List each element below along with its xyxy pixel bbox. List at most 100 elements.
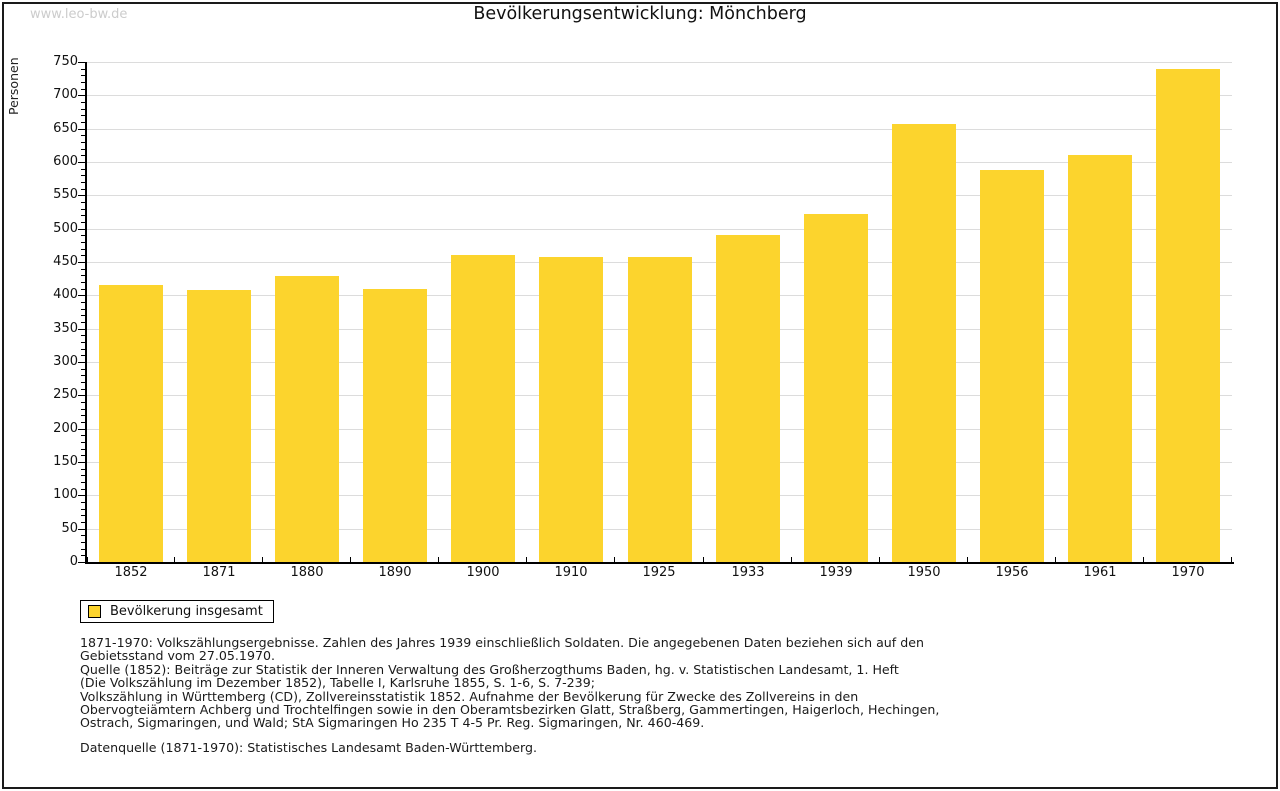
y-major-tick [78, 295, 85, 296]
x-axis-line [85, 562, 1234, 564]
plot-area [78, 62, 1234, 564]
y-major-tick [78, 562, 85, 563]
y-axis-label: 550 [53, 187, 78, 202]
y-major-tick [78, 195, 85, 196]
y-axis-label: 150 [53, 454, 78, 469]
y-major-tick [78, 95, 85, 96]
y-minor-tick [81, 109, 85, 110]
x-tick [438, 557, 439, 562]
y-axis-title: Personen [6, 57, 21, 115]
y-axis-label: 300 [53, 354, 78, 369]
y-minor-tick [81, 235, 85, 236]
y-major-tick [78, 529, 85, 530]
y-minor-tick [81, 415, 85, 416]
y-minor-tick [81, 275, 85, 276]
bar [628, 257, 692, 562]
y-minor-tick [81, 409, 85, 410]
y-minor-tick [81, 289, 85, 290]
y-minor-tick [81, 242, 85, 243]
y-minor-tick [81, 122, 85, 123]
x-axis-label: 1852 [114, 565, 148, 580]
y-major-tick [78, 129, 85, 130]
y-axis-label: 250 [53, 387, 78, 402]
x-tick [1055, 557, 1056, 562]
bar [716, 235, 780, 562]
y-minor-tick [81, 489, 85, 490]
y-minor-tick [81, 315, 85, 316]
y-minor-tick [81, 555, 85, 556]
y-minor-tick [81, 222, 85, 223]
x-axis-label: 1900 [466, 565, 500, 580]
y-minor-tick [81, 135, 85, 136]
x-axis-label: 1880 [290, 565, 324, 580]
grid-line [87, 229, 1232, 230]
x-tick [879, 557, 880, 562]
footer-datenquelle: Datenquelle (1871-1970): Statistisches L… [80, 740, 537, 755]
y-minor-tick [81, 102, 85, 103]
x-axis-label: 1933 [731, 565, 765, 580]
legend: Bevölkerung insgesamt [80, 600, 274, 623]
y-minor-tick [81, 342, 85, 343]
y-minor-tick [81, 215, 85, 216]
y-axis-line [85, 62, 87, 564]
y-major-tick [78, 462, 85, 463]
x-tick [1231, 557, 1232, 562]
grid-line [87, 162, 1232, 163]
footer-notes: 1871-1970: Volkszählungsergebnisse. Zahl… [80, 635, 940, 731]
y-minor-tick [81, 442, 85, 443]
y-axis-label: 450 [53, 254, 78, 269]
x-tick [262, 557, 263, 562]
y-axis-label: 0 [69, 554, 78, 569]
y-minor-tick [81, 469, 85, 470]
y-major-tick [78, 362, 85, 363]
y-minor-tick [81, 209, 85, 210]
y-axis-label: 500 [53, 221, 78, 236]
legend-label: Bevölkerung insgesamt [110, 604, 263, 619]
y-minor-tick [81, 202, 85, 203]
y-minor-tick [81, 475, 85, 476]
y-major-tick [78, 495, 85, 496]
y-major-tick [78, 395, 85, 396]
y-minor-tick [81, 155, 85, 156]
grid-line [87, 129, 1232, 130]
y-minor-tick [81, 449, 85, 450]
bar [363, 289, 427, 562]
x-tick [703, 557, 704, 562]
x-axis-label: 1970 [1171, 565, 1205, 580]
y-minor-tick [81, 522, 85, 523]
y-minor-tick [81, 422, 85, 423]
y-minor-tick [81, 535, 85, 536]
bar [804, 214, 868, 562]
y-minor-tick [81, 149, 85, 150]
y-minor-tick [81, 282, 85, 283]
y-minor-tick [81, 69, 85, 70]
y-minor-tick [81, 269, 85, 270]
y-major-tick [78, 229, 85, 230]
x-tick [87, 557, 88, 562]
grid-line [87, 62, 1232, 63]
y-minor-tick [81, 89, 85, 90]
y-major-tick [78, 62, 85, 63]
y-minor-tick [81, 189, 85, 190]
y-minor-tick [81, 302, 85, 303]
y-axis-label: 350 [53, 321, 78, 336]
y-axis-label: 200 [53, 421, 78, 436]
bar [99, 285, 163, 562]
y-axis-label: 750 [53, 54, 78, 69]
y-minor-tick [81, 115, 85, 116]
y-minor-tick [81, 502, 85, 503]
x-axis-label: 1950 [907, 565, 941, 580]
bar [980, 170, 1044, 562]
x-axis-label: 1871 [202, 565, 236, 580]
bar [539, 257, 603, 562]
x-axis-label: 1925 [642, 565, 676, 580]
y-minor-tick [81, 482, 85, 483]
y-minor-tick [81, 175, 85, 176]
y-minor-tick [81, 355, 85, 356]
y-minor-tick [81, 382, 85, 383]
bar [892, 124, 956, 562]
grid-line [87, 95, 1232, 96]
y-major-tick [78, 162, 85, 163]
x-axis-labels: 1852 1871 1880 1890 1900 1910 1925 1933 1939 1950… [87, 565, 1232, 583]
y-minor-tick [81, 182, 85, 183]
